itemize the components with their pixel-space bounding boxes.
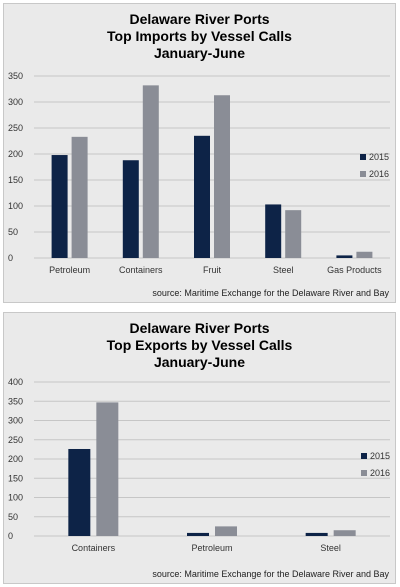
bar-2015-petroleum	[187, 532, 209, 536]
bar-2016-petroleum	[71, 136, 88, 258]
x-tick-label: Fruit	[203, 265, 221, 275]
x-tick-label: Gas Products	[327, 265, 382, 275]
bar-2016-steel	[285, 210, 302, 258]
bar-2015-containers	[122, 160, 139, 258]
bar-2015-steel	[265, 204, 282, 258]
exports-title-line-1: Delaware River Ports	[129, 320, 270, 336]
imports-title-line-3: January-June	[153, 45, 246, 61]
legend-label-2016: 2016	[369, 169, 389, 179]
exports-title-line-2: Top Exports by Vessel Calls	[106, 337, 293, 353]
y-tick-label: 300	[8, 416, 23, 426]
y-tick-label: 200	[8, 454, 23, 464]
exports-chart-panel: Delaware River Ports Top Exports by Vess…	[3, 312, 396, 584]
bar-2016-petroleum	[215, 526, 237, 536]
y-tick-label: 250	[8, 123, 23, 133]
x-tick-label: Petroleum	[49, 265, 90, 275]
legend-swatch-2015	[361, 453, 367, 459]
legend-swatch-2015	[360, 154, 366, 160]
x-tick-label: Petroleum	[191, 543, 232, 553]
x-tick-label: Containers	[119, 265, 163, 275]
x-tick-label: Steel	[273, 265, 294, 275]
imports-chart-panel: Delaware River Ports Top Imports by Vess…	[3, 3, 396, 303]
bar-2016-gas-products	[356, 251, 373, 258]
y-tick-label: 50	[8, 227, 18, 237]
legend-label-2015: 2015	[370, 451, 390, 461]
x-tick-label: Steel	[320, 543, 341, 553]
imports-title-line-1: Delaware River Ports	[129, 11, 270, 27]
exports-bar-chart: 0 50 100 150 200 250 300 350 400 Containers Petrol…	[8, 377, 390, 553]
legend-swatch-2016	[360, 171, 366, 177]
y-tick-label: 0	[8, 253, 13, 263]
bar-2015-gas-products	[336, 255, 353, 258]
bar-2016-fruit	[214, 95, 230, 259]
y-tick-label: 350	[8, 71, 23, 81]
legend-swatch-2016	[361, 470, 367, 476]
y-tick-label: 50	[8, 512, 18, 522]
y-tick-label: 150	[8, 473, 23, 483]
y-tick-label: 150	[8, 175, 23, 185]
bar-2015-petroleum	[51, 155, 68, 258]
y-tick-label: 250	[8, 435, 23, 445]
y-tick-label: 200	[8, 149, 23, 159]
y-tick-label: 350	[8, 396, 23, 406]
exports-title-line-3: January-June	[153, 354, 246, 370]
imports-title-line-2: Top Imports by Vessel Calls	[107, 28, 292, 44]
exports-source-note: source: Maritime Exchange for the Delawa…	[152, 569, 389, 579]
y-tick-label: 400	[8, 377, 23, 387]
y-tick-label: 0	[8, 531, 13, 541]
bar-2015-steel	[305, 532, 328, 536]
imports-chart-title: Delaware River Ports Top Imports by Vess…	[4, 11, 395, 62]
bar-2016-containers	[96, 402, 119, 536]
exports-chart-title: Delaware River Ports Top Exports by Vess…	[4, 320, 395, 371]
bar-2016-steel	[333, 530, 356, 536]
bar-2015-containers	[68, 448, 91, 536]
y-tick-label: 100	[8, 201, 23, 211]
imports-bar-chart: 0 50 100 150 200 250 300 350 Petroleum Containers…	[8, 71, 390, 275]
legend-label-2015: 2015	[369, 152, 389, 162]
imports-source-note: source: Maritime Exchange for the Delawa…	[152, 288, 389, 298]
y-tick-label: 300	[8, 97, 23, 107]
legend-label-2016: 2016	[370, 468, 390, 478]
bar-2016-containers	[142, 85, 159, 258]
x-tick-label: Containers	[72, 543, 116, 553]
y-tick-label: 100	[8, 493, 23, 503]
bar-2015-fruit	[194, 135, 210, 258]
